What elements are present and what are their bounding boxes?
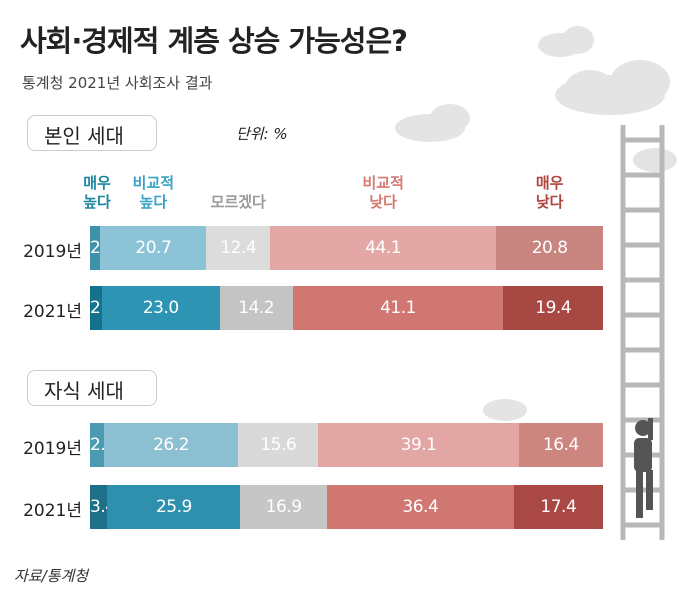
value-label: 16.9: [265, 497, 302, 517]
value-label: 44.1: [365, 238, 402, 258]
bar-segment: [327, 485, 514, 529]
value-label: 2.7: [90, 435, 116, 455]
value-label: 36.4: [402, 497, 439, 517]
bar-segment: [90, 226, 101, 270]
bar-segment: [107, 485, 241, 529]
bar-segment: [292, 286, 504, 330]
subtitle: 통계청 2021년 사회조사 결과: [22, 74, 213, 92]
legend-label: 모르겠다: [210, 193, 266, 211]
bar-segment: [503, 286, 603, 330]
value-label: 2.0: [90, 226, 116, 270]
value-label: 26.2: [153, 435, 189, 455]
value-label: 14.2: [238, 298, 275, 318]
bar-segment: [518, 423, 603, 467]
bar-segment: [219, 286, 293, 330]
value-label: 12.4: [220, 238, 257, 258]
category-label: 2021년: [23, 302, 82, 322]
title: 사회·경제적 계층 상승 가능성은?: [20, 24, 408, 58]
value-label: 20.8: [531, 238, 568, 258]
bar-segment: [318, 423, 519, 467]
clouds: [395, 26, 677, 421]
bar-segment: [513, 485, 603, 529]
value-label: 19.4: [535, 298, 572, 318]
category-label: 2021년: [23, 501, 82, 521]
legend-label: 비교적 낮다: [362, 174, 404, 211]
value-label: 20.7: [135, 238, 172, 258]
legend-label: 매우 낮다: [535, 174, 564, 211]
value-label: 25.9: [155, 497, 192, 517]
value-label: 39.1: [400, 435, 437, 455]
bar-segment: [496, 226, 603, 270]
category-label: 2019년: [23, 439, 82, 459]
value-label: 15.6: [260, 435, 297, 455]
category-label: 2019년: [23, 242, 82, 262]
bar-segment: [206, 226, 271, 270]
legend-label: 매우 높다: [83, 174, 111, 211]
source: 자료/통계청: [14, 567, 89, 585]
value-label: 16.4: [542, 435, 579, 455]
bar-segment: [90, 423, 104, 467]
value-label: 2.3: [90, 286, 116, 330]
value-label: 23.0: [142, 298, 179, 318]
panel-title: 본인 세대: [27, 115, 157, 151]
panel-title: 자식 세대: [27, 370, 157, 406]
bar-segment: [101, 286, 220, 330]
bar-segment: [238, 423, 319, 467]
bar-segment: [240, 485, 327, 529]
bar-segment: [90, 485, 108, 529]
climber: [634, 418, 653, 518]
bar-segment: [100, 226, 207, 270]
value-label: 17.4: [540, 497, 577, 517]
bar-segment: [103, 423, 239, 467]
legend-label: 비교적 높다: [132, 174, 175, 211]
value-label: 3.4: [90, 497, 116, 517]
value-label: 41.1: [380, 298, 416, 318]
ladder: [620, 125, 665, 540]
bar-segment: [90, 286, 102, 330]
unit: 단위: %: [236, 125, 288, 143]
bar-segment: [270, 226, 497, 270]
